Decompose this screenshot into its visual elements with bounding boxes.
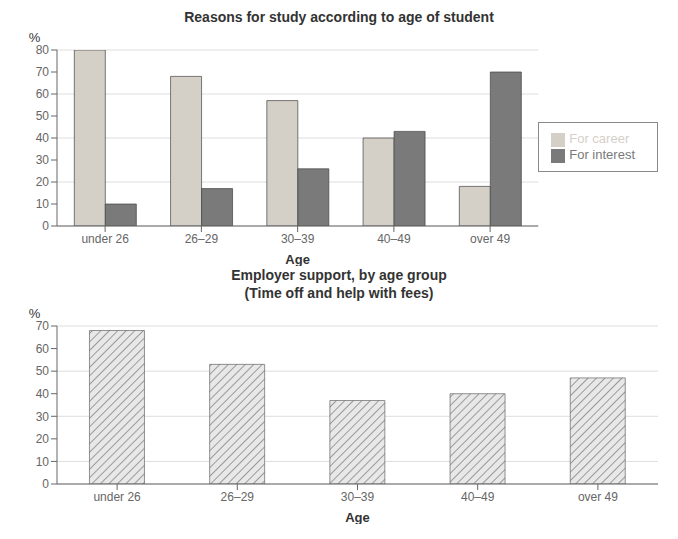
html-text:For interest: For interest [569,147,635,162]
svg-text:40: 40 [36,131,50,145]
svg-text:under 26: under 26 [81,232,129,246]
svg-text:%: % [29,30,41,45]
svg-text:Age: Age [345,510,370,524]
svg-text:10: 10 [36,197,50,211]
svg-text:20: 20 [36,432,50,446]
svg-text:50: 50 [36,364,50,378]
svg-text:%: % [29,306,41,321]
svg-text:10: 10 [36,455,50,469]
svg-text:26–29: 26–29 [185,232,219,246]
svg-text:0: 0 [42,477,49,491]
svg-text:Age: Age [285,252,310,266]
html-text:For career: For career [569,131,630,147]
svg-text:over 49: over 49 [470,232,510,246]
svg-text:over 49: over 49 [578,490,618,504]
svg-text:50: 50 [36,109,50,123]
svg-text:30–39: 30–39 [341,490,375,504]
svg-text:70: 70 [36,65,50,79]
svg-text:30–39: 30–39 [281,232,315,246]
svg-text:40–49: 40–49 [377,232,411,246]
svg-text:0: 0 [42,219,49,233]
svg-text:30: 30 [36,153,50,167]
svg-text:70: 70 [36,319,50,333]
html-text:Employer support, by age group: Employer support, by age group (Time off… [231,267,447,301]
svg-text:under 26: under 26 [93,490,141,504]
svg-text:30: 30 [36,410,50,424]
svg-text:26–29: 26–29 [221,490,255,504]
svg-text:80: 80 [36,43,50,57]
svg-text:40: 40 [36,387,50,401]
html-text:Reasons for study according to: Reasons for study according to age of st… [184,9,494,25]
svg-text:60: 60 [36,342,50,356]
svg-text:40–49: 40–49 [461,490,495,504]
svg-text:60: 60 [36,87,50,101]
svg-text:20: 20 [36,175,50,189]
